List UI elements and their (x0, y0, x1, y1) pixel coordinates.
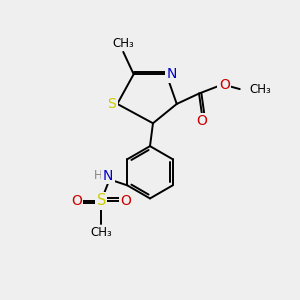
Text: N: N (103, 169, 113, 183)
Text: S: S (97, 193, 106, 208)
Text: O: O (71, 194, 82, 208)
Text: CH₃: CH₃ (90, 226, 112, 239)
Text: H: H (94, 169, 103, 182)
Text: S: S (108, 97, 116, 111)
Text: N: N (167, 67, 177, 81)
Text: O: O (219, 78, 230, 92)
Text: O: O (121, 194, 132, 208)
Text: CH₃: CH₃ (112, 37, 134, 50)
Text: O: O (196, 115, 208, 128)
Text: CH₃: CH₃ (249, 82, 271, 96)
